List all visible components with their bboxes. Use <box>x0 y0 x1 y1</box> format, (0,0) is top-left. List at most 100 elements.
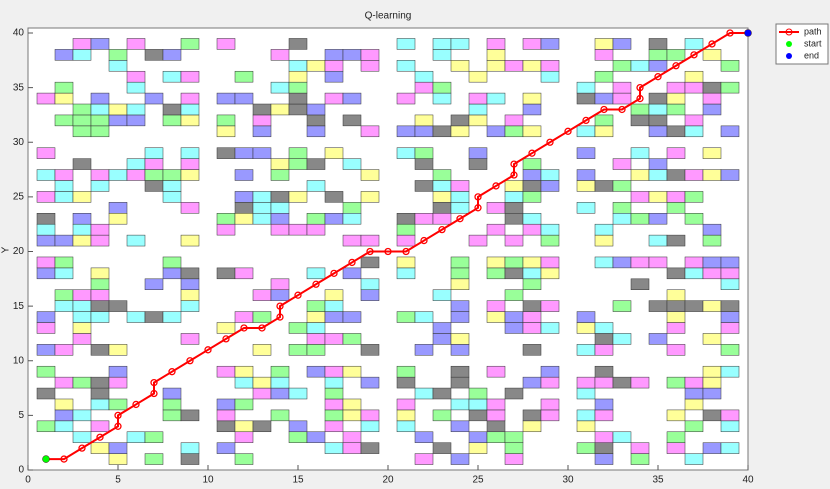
y-tick-label: 15 <box>13 301 25 312</box>
path-point <box>294 291 302 299</box>
obstacle-cell <box>306 300 326 312</box>
obstacle-cell <box>486 256 506 269</box>
obstacle-cell <box>342 267 362 280</box>
obstacle-cell <box>306 267 326 280</box>
obstacle-cell <box>486 92 506 105</box>
obstacle-cell <box>684 387 704 400</box>
obstacle-cell <box>342 234 362 247</box>
obstacle-cell <box>234 267 254 280</box>
obstacle-cell <box>594 344 614 356</box>
obstacle-cell <box>396 365 416 378</box>
obstacle-cell <box>594 376 614 389</box>
obstacle-cell <box>306 431 326 443</box>
obstacle-cell <box>432 38 452 50</box>
obstacle-cell <box>432 322 452 334</box>
obstacle-cell <box>594 180 614 192</box>
y-tick-label: 25 <box>13 192 25 203</box>
obstacle-cell <box>162 70 182 83</box>
obstacle-cell <box>162 256 182 269</box>
obstacle-cell <box>108 103 128 116</box>
obstacle-cell <box>36 256 56 269</box>
obstacle-cell <box>288 103 308 116</box>
obstacle-cell <box>540 223 560 236</box>
obstacle-cell <box>162 180 182 192</box>
obstacle-cell <box>360 376 380 389</box>
obstacle-cell <box>486 365 506 378</box>
obstacle-cell <box>576 147 596 159</box>
obstacle-cell <box>180 92 200 105</box>
obstacle-cell <box>720 267 740 280</box>
obstacle-cell <box>36 365 56 378</box>
obstacle-cell <box>54 344 74 356</box>
legend <box>775 23 829 65</box>
obstacle-cell <box>666 234 686 247</box>
obstacle-cell <box>396 60 416 72</box>
path-point <box>150 378 158 387</box>
obstacle-cell <box>468 70 488 83</box>
obstacle-cell <box>576 180 596 192</box>
obstacle-cell <box>432 289 452 301</box>
obstacle-cell <box>522 344 542 356</box>
obstacle-cell <box>684 191 704 203</box>
obstacle-cell <box>324 289 344 301</box>
legend-label: path <box>804 26 822 36</box>
obstacle-cell <box>414 114 434 127</box>
obstacle-cell <box>468 158 488 170</box>
obstacle-cell <box>576 81 596 94</box>
obstacle-cell <box>450 344 470 356</box>
obstacle-cell <box>540 376 560 389</box>
obstacle-cell <box>684 81 704 94</box>
obstacle-cell <box>90 234 110 247</box>
obstacle-cell <box>414 147 434 159</box>
obstacle-cell <box>162 191 182 203</box>
obstacle-cell <box>234 453 254 465</box>
obstacle-cell <box>450 420 470 433</box>
obstacle-cell <box>702 147 722 159</box>
obstacle-cell <box>450 202 470 214</box>
obstacle-cell <box>576 376 596 389</box>
obstacle-cell <box>252 147 272 159</box>
path-point <box>60 455 68 463</box>
obstacle-cell <box>108 344 128 356</box>
obstacle-cell <box>522 103 542 116</box>
obstacle-cell <box>54 256 74 269</box>
chart-title: Q-learning <box>365 11 412 22</box>
obstacle-cell <box>54 114 74 127</box>
path-point <box>636 94 644 103</box>
obstacle-cell <box>180 202 200 214</box>
obstacle-cell <box>252 289 272 301</box>
obstacle-cell <box>522 311 542 323</box>
obstacle-cell <box>594 322 614 334</box>
obstacle-cell <box>594 333 614 345</box>
obstacle-cell <box>468 114 488 127</box>
obstacle-cell <box>666 289 686 301</box>
obstacle-cell <box>180 300 200 312</box>
obstacle-cell <box>126 81 146 94</box>
obstacle-cell <box>540 300 560 312</box>
obstacle-cell <box>720 125 740 138</box>
obstacle-cell <box>684 376 704 389</box>
obstacle-cell <box>144 158 164 170</box>
obstacle-cell <box>288 92 308 105</box>
obstacle-cell <box>666 125 686 138</box>
obstacle-cell <box>450 300 470 312</box>
obstacle-cell <box>234 420 254 433</box>
obstacle-cell <box>630 213 650 225</box>
y-tick-label: 5 <box>18 410 24 421</box>
obstacle-cell <box>702 333 722 345</box>
legend-swatch <box>786 53 792 59</box>
obstacle-cell <box>90 103 110 116</box>
obstacle-cell <box>90 223 110 236</box>
obstacle-cell <box>144 92 164 105</box>
obstacle-cell <box>540 180 560 192</box>
obstacle-cell <box>360 278 380 290</box>
obstacle-cell <box>432 213 452 225</box>
obstacle-cell <box>666 92 686 105</box>
obstacle-cell <box>576 442 596 454</box>
obstacle-cell <box>54 180 74 192</box>
obstacle-cell <box>486 431 506 443</box>
obstacle-cell <box>126 38 146 50</box>
x-tick-label: 10 <box>202 475 214 486</box>
obstacle-cell <box>216 147 236 159</box>
obstacle-cell <box>522 180 542 192</box>
